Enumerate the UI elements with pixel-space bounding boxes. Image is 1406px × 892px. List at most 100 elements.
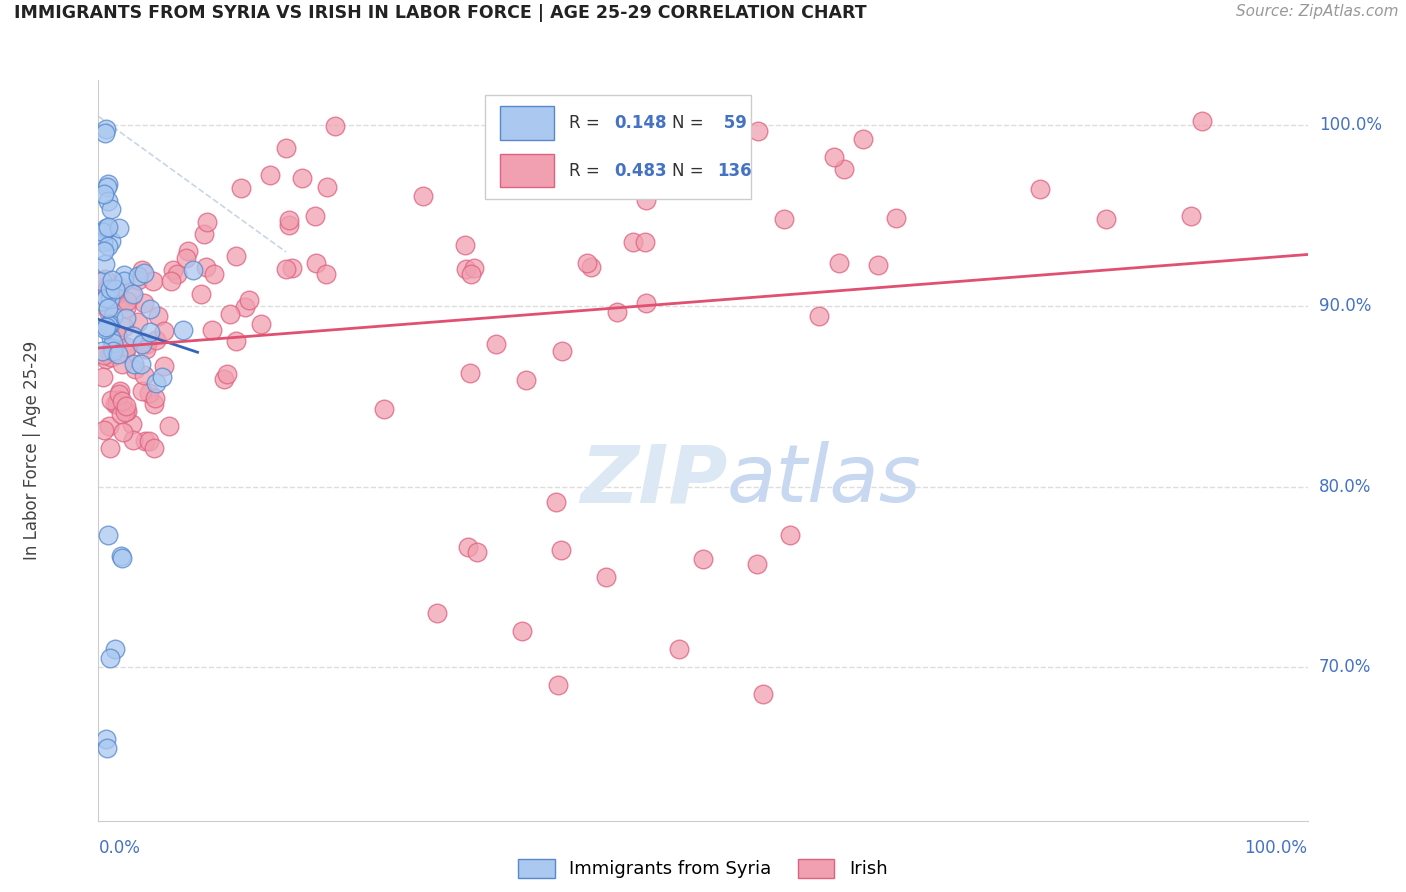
Point [131,263,153,277]
Point [91,235,114,249]
Point [114,345,136,359]
Point [97,238,120,252]
Point [323,119,346,133]
Point [823,151,845,165]
Point [138,385,160,400]
Point [315,179,337,194]
Point [104,282,127,296]
Point [219,307,242,321]
Point [576,156,599,170]
Point [135,342,157,356]
Point [91,344,114,359]
Point [108,221,131,235]
Point [112,320,135,334]
Text: 80.0%: 80.0% [1319,477,1371,496]
Point [108,384,131,399]
Point [135,337,157,351]
Point [115,399,138,413]
Point [107,387,129,401]
Point [153,359,176,374]
Point [727,114,749,128]
Text: R =: R = [569,114,605,132]
Point [181,263,204,277]
Point [159,274,181,288]
Point [121,288,143,302]
Point [190,287,212,301]
Point [143,441,166,455]
Point [576,256,599,270]
Point [194,260,217,274]
Point [412,189,434,203]
Point [100,392,122,407]
Point [162,262,184,277]
Point [105,328,128,343]
Legend: Immigrants from Syria, Irish: Immigrants from Syria, Irish [512,852,894,886]
Point [172,323,194,337]
Point [94,351,117,366]
Text: In Labor Force | Age 25-29: In Labor Force | Age 25-29 [22,341,41,560]
Point [127,268,149,283]
Point [132,334,155,349]
Point [745,557,768,571]
Point [115,340,138,354]
Point [97,528,120,542]
Point [131,336,153,351]
Point [93,272,115,286]
Point [97,194,120,208]
Point [91,370,114,384]
Point [96,732,118,747]
Point [108,279,131,293]
Point [97,304,120,318]
FancyBboxPatch shape [501,154,554,187]
Point [121,417,143,432]
Point [115,301,138,316]
Point [274,261,297,276]
Point [291,170,314,185]
Point [621,235,644,249]
Point [110,551,132,566]
Point [101,342,124,356]
Point [134,434,156,449]
Point [305,255,328,269]
Point [315,267,337,281]
Point [627,175,650,189]
Point [250,317,273,331]
Point [166,267,188,281]
Point [121,433,143,447]
Point [96,291,118,305]
Point [276,141,298,155]
Point [104,642,127,657]
Point [193,227,215,242]
Point [101,273,124,287]
Point [146,309,169,323]
Text: ZIP: ZIP [579,441,727,519]
Point [1095,211,1118,226]
Point [595,570,617,584]
Point [139,325,162,339]
Point [127,273,149,287]
Point [454,237,477,252]
Point [94,126,117,140]
Point [217,368,239,382]
Point [145,334,167,348]
FancyBboxPatch shape [485,95,751,199]
Point [111,394,134,409]
Point [281,261,304,276]
Point [634,193,657,207]
Point [131,384,153,398]
Point [177,244,200,258]
Point [373,402,395,417]
Point [139,301,162,316]
Point [101,335,124,350]
Point [112,274,135,288]
Point [114,405,136,419]
Point [91,274,114,288]
Point [105,283,128,297]
Point [668,642,690,657]
Text: R =: R = [569,161,605,180]
Point [544,495,567,509]
Point [581,260,603,274]
Point [145,376,167,390]
Text: 100.0%: 100.0% [1319,117,1382,135]
Point [212,372,235,386]
